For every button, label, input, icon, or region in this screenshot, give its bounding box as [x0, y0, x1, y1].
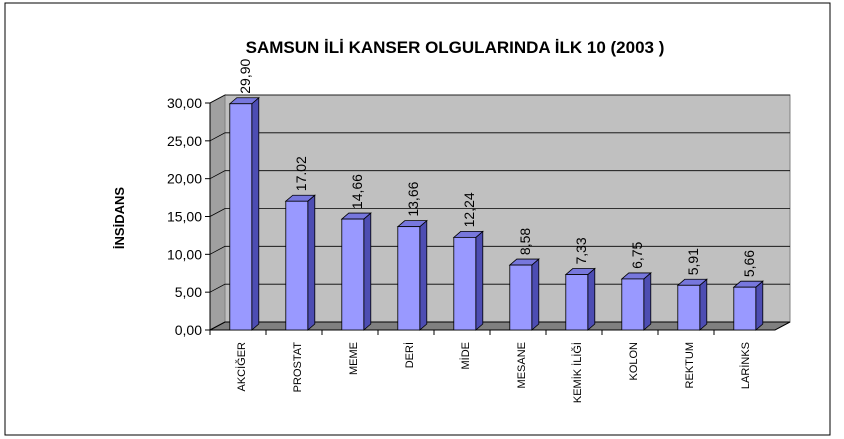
value-label: 5,91 [685, 248, 701, 275]
bar-side [363, 212, 372, 331]
y-tick-label: 10,00 [167, 246, 202, 262]
bar [453, 236, 477, 331]
y-axis-label: İNSİDANS [112, 187, 127, 249]
bar [229, 103, 253, 331]
bar [397, 226, 421, 331]
x-tick-label: PROSTAT [292, 342, 304, 393]
bar-side [755, 280, 764, 331]
value-label: 12,24 [461, 192, 477, 227]
grid-line [209, 283, 790, 293]
x-tick-label: LARİNKS [739, 342, 752, 389]
bar [285, 200, 309, 331]
y-tick-label: 15,00 [167, 209, 202, 225]
bar-side [643, 272, 652, 331]
x-tick-label: MESANE [516, 342, 528, 388]
grid-line [209, 321, 790, 331]
bar-side [419, 219, 428, 331]
bar [621, 278, 645, 331]
x-tick-label: MEME [348, 342, 360, 375]
y-tick-label: 25,00 [167, 133, 202, 149]
bar-side [307, 194, 316, 331]
grid-line [209, 170, 790, 180]
value-label: 14,66 [349, 174, 365, 209]
x-tick-label: DERİ [403, 342, 416, 368]
value-label: 13,66 [405, 181, 421, 216]
value-label: 17.02 [293, 156, 309, 191]
bar-side [475, 230, 484, 331]
value-label: 29,90 [237, 59, 253, 94]
y-tick-label: 30,00 [167, 95, 202, 111]
y-tick-label: 5,00 [175, 284, 202, 300]
value-label: 6,75 [629, 241, 645, 268]
bar-side [531, 258, 540, 331]
x-tick-label: MİDE [459, 342, 472, 370]
x-tick-label: AKCİĞER [235, 342, 248, 392]
y-tick-label: 0,00 [175, 322, 202, 338]
bar [509, 264, 533, 331]
bar-side [587, 267, 596, 331]
x-tick-label: KEMİK İLİĞİ [571, 342, 584, 403]
value-label: 5,66 [741, 250, 757, 277]
bar [565, 274, 589, 331]
bar [733, 286, 757, 331]
chart-title: SAMSUN İLİ KANSER OLGULARINDA İLK 10 (20… [246, 38, 665, 57]
bar-side [251, 96, 260, 331]
bar [677, 284, 701, 331]
x-tick-label: KOLON [628, 342, 640, 381]
x-tick-label: REKTUM [684, 342, 696, 388]
value-label: 7,33 [573, 237, 589, 264]
grid-line [209, 94, 790, 104]
y-tick-label: 20,00 [167, 171, 202, 187]
bar [341, 218, 365, 331]
bar-side [699, 278, 708, 331]
value-label: 8,58 [517, 228, 533, 255]
grid-line [209, 208, 790, 217]
grid-line [209, 245, 790, 255]
grid-line [209, 132, 790, 142]
